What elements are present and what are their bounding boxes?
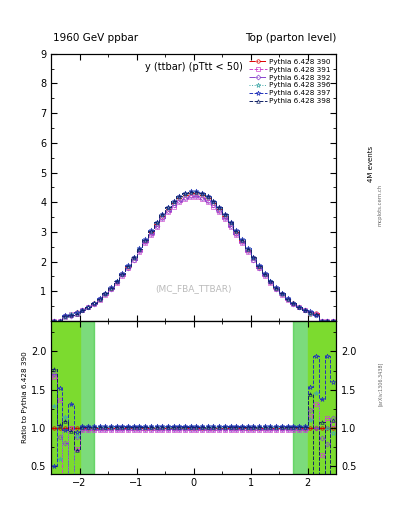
Text: mcplots.cern.ch: mcplots.cern.ch <box>378 184 383 226</box>
Text: [arXiv:1306.3438]: [arXiv:1306.3438] <box>378 362 383 406</box>
Bar <box>51 321 94 474</box>
Text: 4M events: 4M events <box>368 146 375 182</box>
Bar <box>293 321 336 474</box>
Text: y (ttbar) (pTtt < 50): y (ttbar) (pTtt < 50) <box>145 62 242 72</box>
Bar <box>51 321 79 474</box>
Bar <box>307 321 336 474</box>
Legend: Pythia 6.428 390, Pythia 6.428 391, Pythia 6.428 392, Pythia 6.428 396, Pythia 6: Pythia 6.428 390, Pythia 6.428 391, Pyth… <box>247 57 332 105</box>
Y-axis label: Ratio to Pythia 6.428 390: Ratio to Pythia 6.428 390 <box>22 351 28 443</box>
Text: (MC_FBA_TTBAR): (MC_FBA_TTBAR) <box>155 284 232 293</box>
Text: 1960 GeV ppbar: 1960 GeV ppbar <box>53 33 138 44</box>
Text: Top (parton level): Top (parton level) <box>244 33 336 44</box>
